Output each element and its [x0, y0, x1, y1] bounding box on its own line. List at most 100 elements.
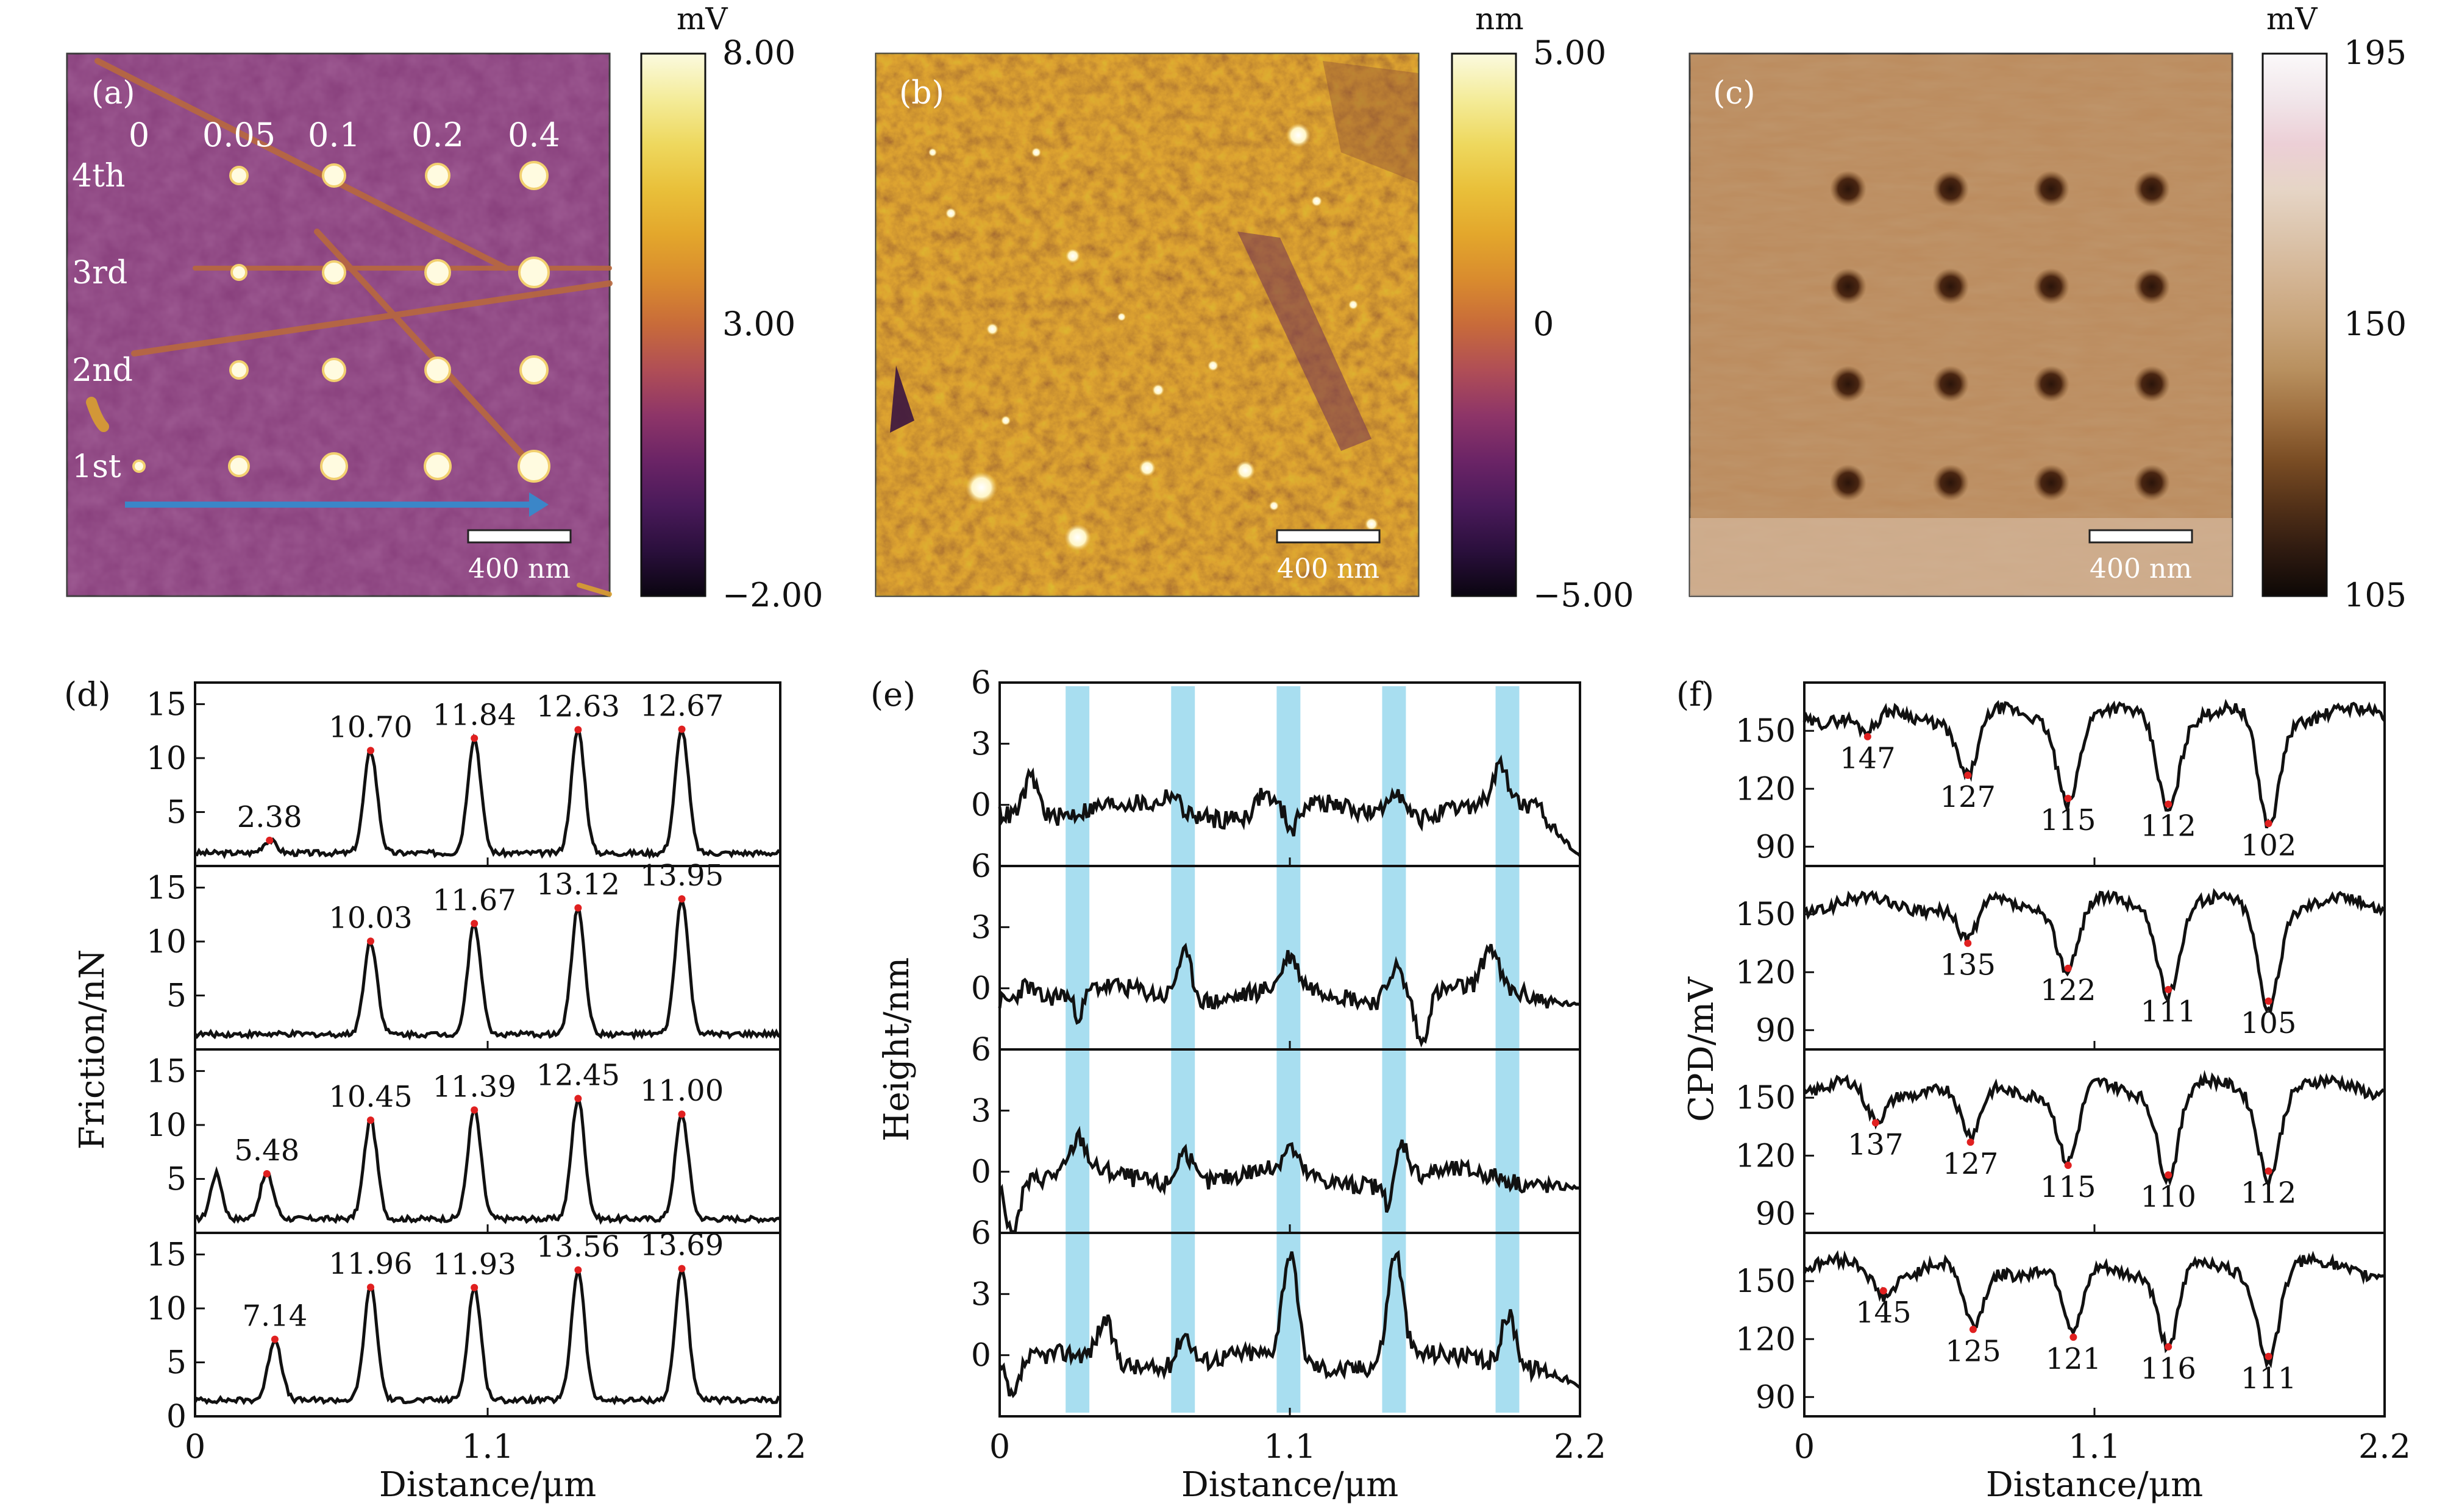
chart-e: 0 3 6 0 3 6 0 3 6 0 3 6 0 1.1 2.2 Distance/μm Height/nm (…: [870, 665, 1606, 1505]
map-a-row-label: 4th: [72, 158, 125, 194]
scan-arrow: [125, 492, 549, 517]
data-label: 12.63: [536, 689, 620, 723]
scale-bar-b: [1276, 529, 1381, 544]
data-label: 11.84: [432, 698, 516, 732]
map-a-dots: [132, 161, 550, 483]
map-b-particle: [1365, 517, 1378, 531]
map-b-particle: [1286, 123, 1311, 147]
data-label: 2.38: [237, 800, 302, 834]
peak-marker: [1964, 772, 1972, 779]
data-label: 105: [2241, 1006, 2297, 1040]
y-tick-label: 6: [971, 848, 991, 885]
map-b-particle: [1117, 313, 1126, 321]
y-tick-label: 90: [1756, 1196, 1796, 1232]
y-tick-label: 120: [1735, 1138, 1796, 1174]
data-label: 11.39: [432, 1070, 516, 1104]
peak-marker: [678, 1265, 686, 1272]
colorbar-a-tick-mid: 3.00: [722, 305, 795, 343]
colorbar-c-tick-min: 105: [2344, 576, 2407, 614]
scale-bar-c: [2088, 529, 2193, 544]
data-label: 145: [1856, 1296, 1912, 1330]
y-tick-label: 5: [166, 1161, 187, 1198]
panel-b-label: (b): [899, 75, 944, 112]
data-label: 127: [1940, 780, 1996, 814]
panel-c-label: (c): [1713, 75, 1756, 112]
data-line: [1802, 1250, 2385, 1369]
map-a-dot: [132, 460, 146, 473]
map-b-particle: [966, 472, 997, 503]
map-c-dot: [1932, 366, 1969, 402]
y-tick-label: 120: [1735, 954, 1796, 991]
peak-marker: [367, 1283, 374, 1291]
y-tick-label: 120: [1735, 1321, 1796, 1358]
peak-marker: [2165, 800, 2172, 808]
x-tick-label: 0: [185, 1427, 205, 1466]
map-c-dot: [2033, 366, 2069, 402]
data-label: 116: [2140, 1352, 2196, 1386]
map-b-features: [890, 61, 1418, 451]
y-tick-label: 15: [146, 1053, 187, 1090]
subplot: 90 120 150 135 122 111 105: [1735, 865, 2386, 1051]
y-tick-label: 6: [971, 665, 991, 701]
map-b-particle: [1348, 300, 1358, 310]
x-axis-label: Distance/μm: [379, 1465, 596, 1505]
data-line: [194, 726, 781, 860]
colorbar-a-tick-max: 8.00: [722, 34, 795, 72]
data-line: [1803, 888, 2386, 1015]
panel-c: (c) 400 nm mV 195 150 105: [1688, 1, 2407, 614]
peak-marker: [367, 1116, 374, 1124]
peak-marker: [678, 895, 686, 903]
peak-marker: [2165, 1343, 2172, 1351]
map-a-dot: [229, 166, 249, 185]
y-tick-label: 0: [971, 1338, 991, 1374]
peak-marker: [1969, 1326, 1977, 1333]
data-label: 121: [2046, 1342, 2102, 1376]
map-b-texture: [876, 54, 1418, 596]
peak-marker: [2265, 1352, 2272, 1360]
y-tick-label: 5: [166, 794, 187, 831]
y-tick-label: 15: [146, 686, 187, 723]
map-b-particle: [1001, 416, 1011, 425]
y-tick-label: 150: [1735, 713, 1796, 750]
x-tick-label: 2.2: [1554, 1427, 1606, 1466]
subplot: 90 120 150 137 127 115 110 112: [1735, 1048, 2386, 1234]
data-line: [1802, 698, 2386, 829]
chart-d: 5 10 15 2.38 10.70 11.84 12.63 12.67 5 10 15 10.03 1…: [64, 675, 806, 1505]
data-label: 10.03: [329, 901, 412, 935]
peak-marker: [266, 836, 274, 844]
map-a-col-label: 0.05: [202, 116, 276, 154]
y-tick-label: 0: [971, 787, 991, 824]
colorbar-b-unit: nm: [1475, 1, 1524, 37]
colorbar-b: [1451, 52, 1517, 597]
map-b-particle: [1152, 384, 1164, 396]
colorbar-c: [2261, 52, 2328, 597]
map-c-dot: [2033, 464, 2069, 501]
y-tick-label: 0: [166, 1399, 187, 1435]
map-c-dot: [2133, 171, 2170, 207]
map-a-row-label: 2nd: [72, 352, 133, 389]
chart-f: 90 120 150 147 127 115 112 102 90 120 150 135 122 111…: [1676, 675, 2411, 1505]
panel-b: (b) 400 nm nm 5.00 0 −5.00: [875, 1, 1634, 614]
y-tick-label: 3: [971, 1276, 991, 1313]
x-axis-label: Distance/μm: [1986, 1465, 2203, 1505]
peak-marker: [678, 725, 686, 733]
map-c-dot: [1830, 366, 1866, 402]
map-c-dot: [2133, 268, 2170, 305]
peak-marker: [471, 1106, 479, 1114]
y-tick-label: 150: [1735, 896, 1796, 933]
map-c-dots: [1830, 171, 2170, 501]
colorbar-a-tick-min: −2.00: [722, 576, 823, 614]
peak-marker: [2069, 1333, 2077, 1341]
line-charts: 5 10 15 2.38 10.70 11.84 12.63 12.67 5 10 15 10.03 1…: [64, 665, 2411, 1505]
map-b-particles: [928, 123, 1378, 551]
map-b-particle: [928, 148, 937, 157]
map-a-row-label: 3rd: [72, 255, 127, 291]
peak-marker: [367, 937, 374, 945]
peak-marker: [367, 747, 374, 754]
scale-bar-b-label: 400 nm: [1277, 553, 1379, 584]
peak-marker: [2064, 964, 2072, 972]
data-line: [998, 1250, 1581, 1399]
peak-marker: [271, 1335, 279, 1343]
map-a-dot: [424, 357, 451, 383]
data-label: 11.96: [329, 1247, 412, 1281]
